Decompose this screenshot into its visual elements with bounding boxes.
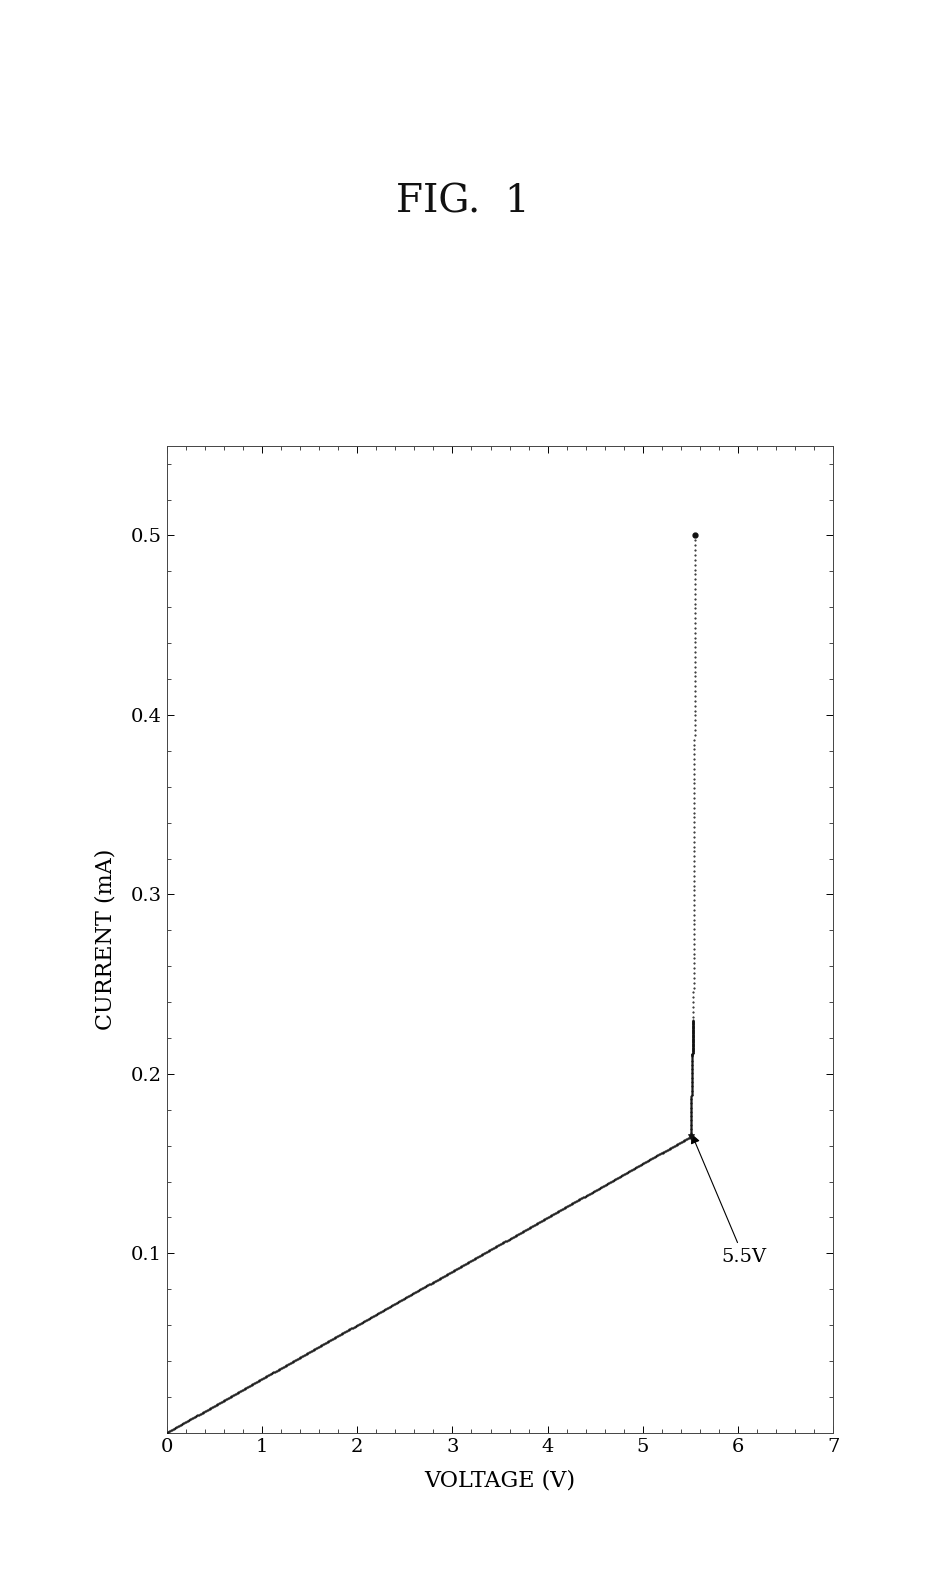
Text: 5.5V: 5.5V [692, 1135, 766, 1266]
Y-axis label: CURRENT (mA): CURRENT (mA) [94, 849, 117, 1030]
Text: FIG.  1: FIG. 1 [396, 183, 530, 220]
X-axis label: VOLTAGE (V): VOLTAGE (V) [424, 1469, 576, 1492]
